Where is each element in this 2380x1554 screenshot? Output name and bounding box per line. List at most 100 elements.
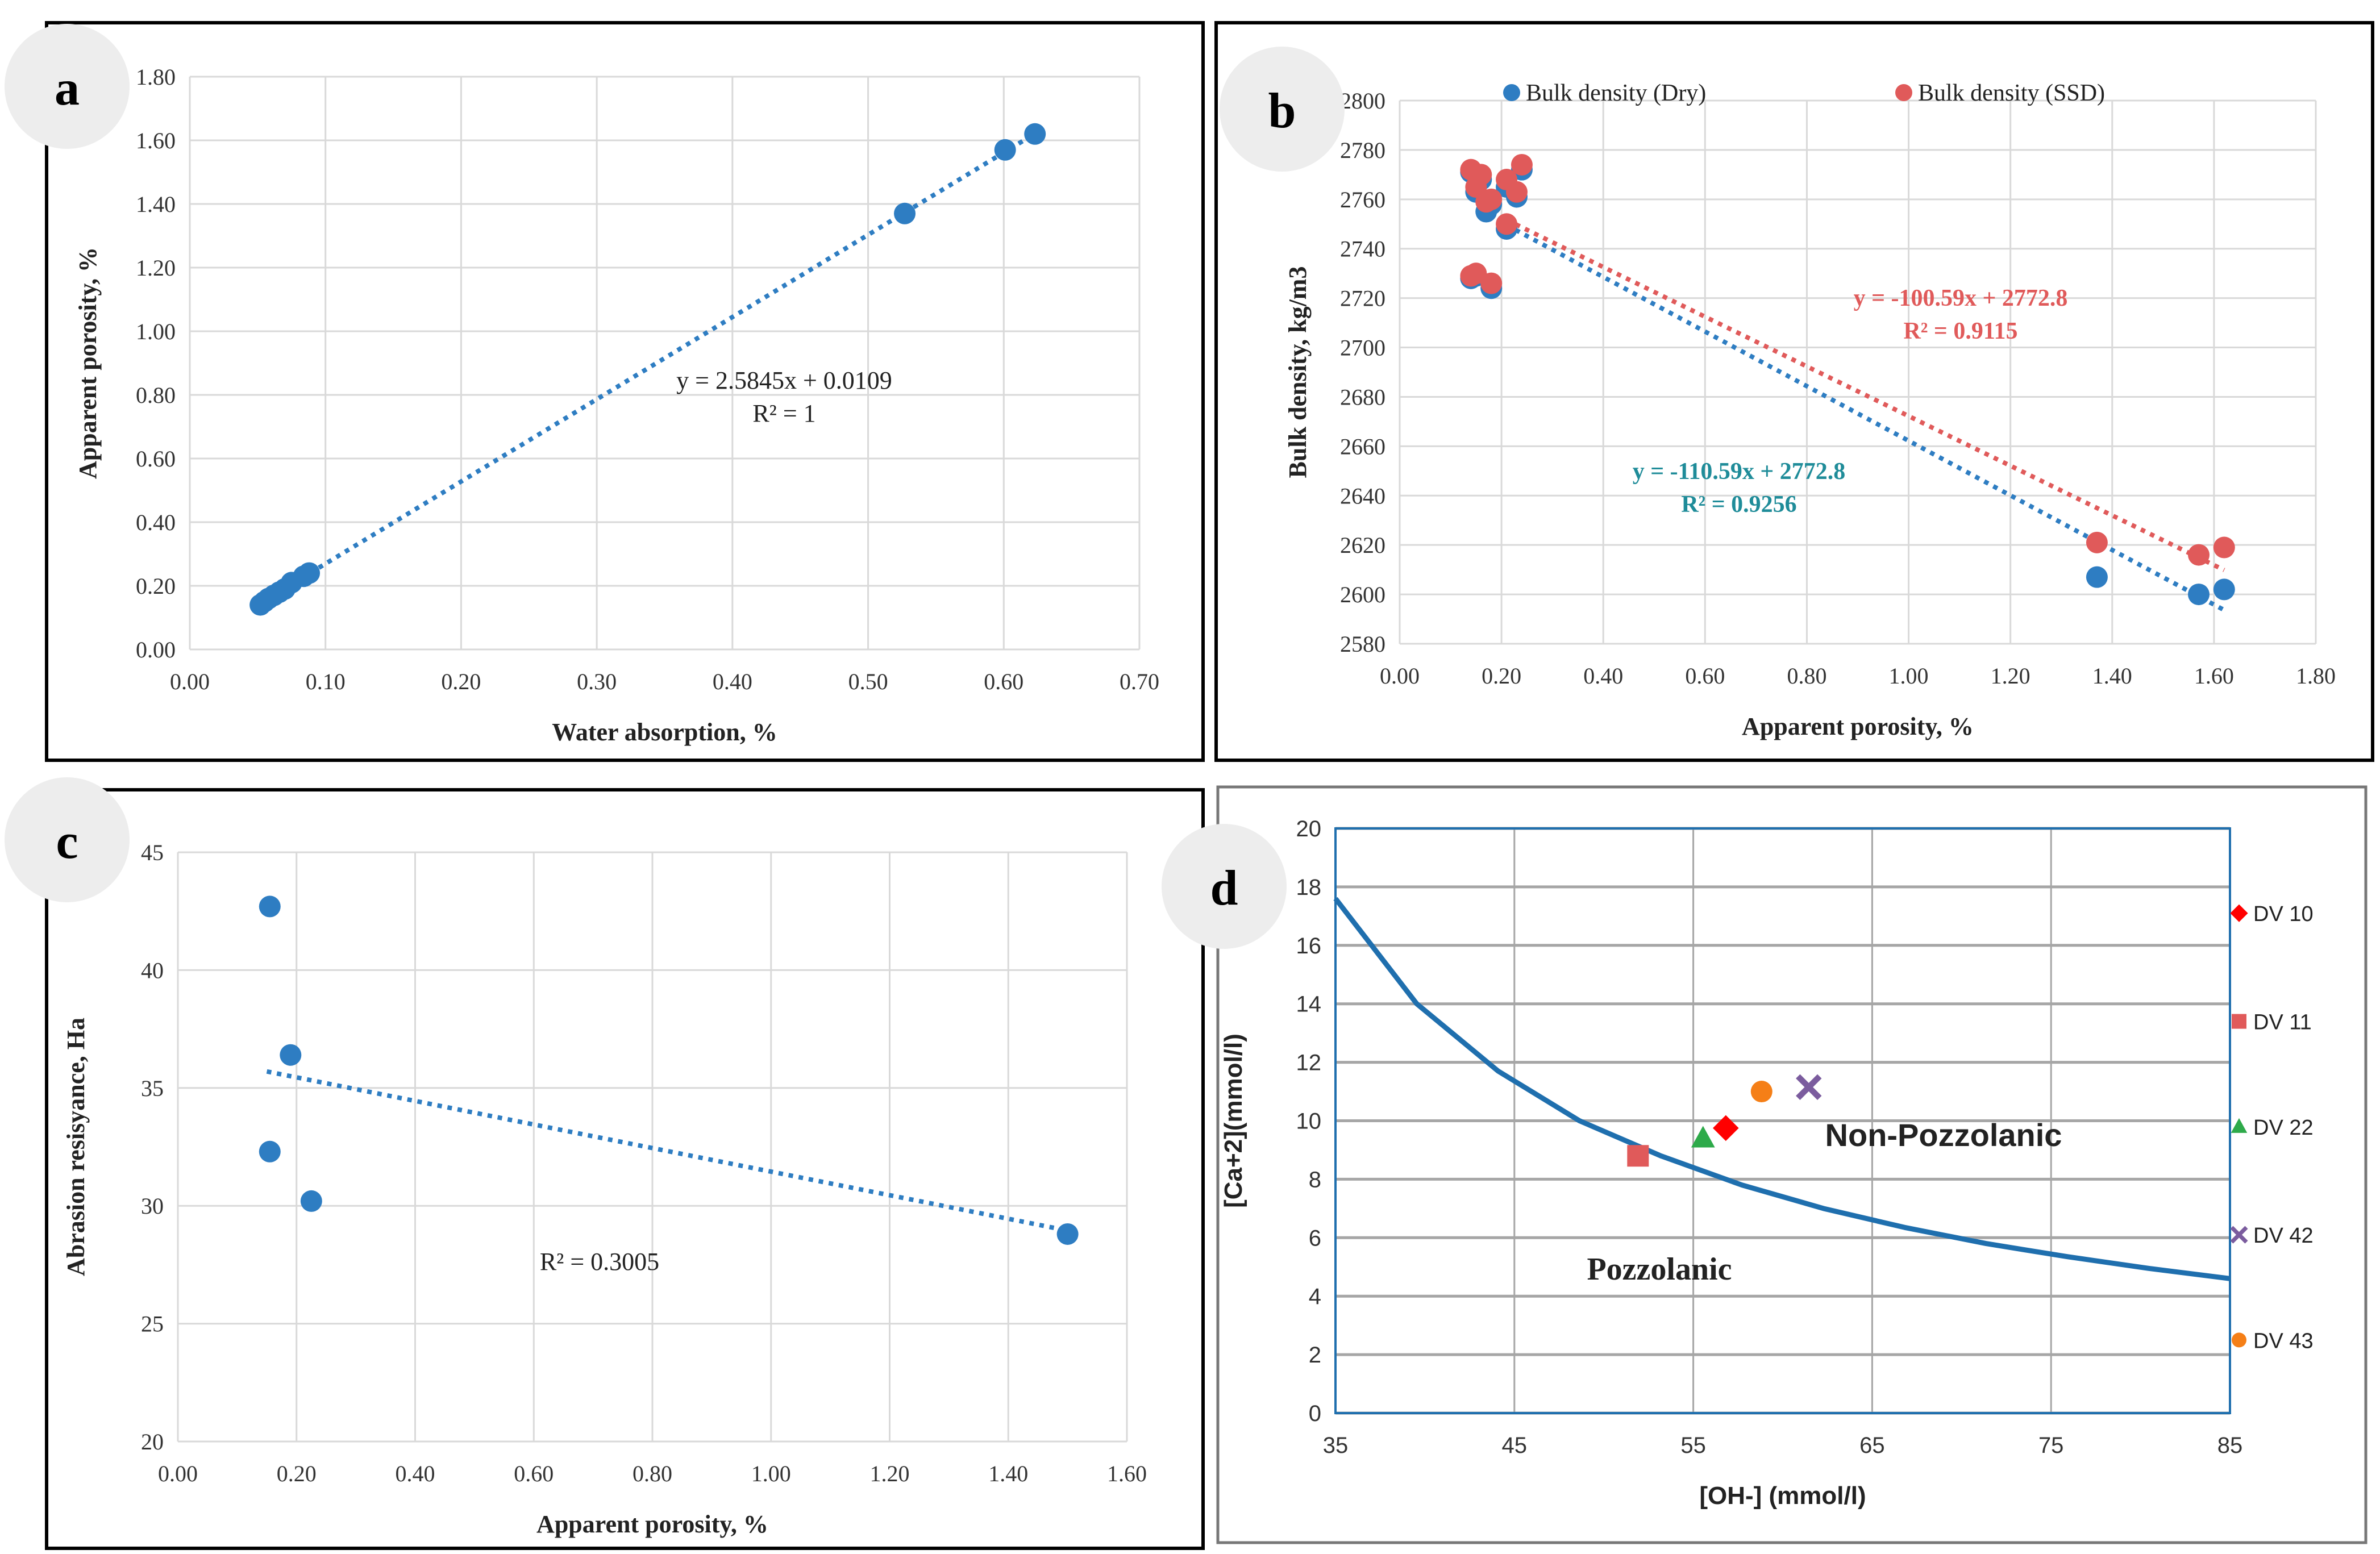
panel-b-badge: b (1220, 47, 1345, 172)
panel-d-badge: d (1162, 824, 1287, 949)
panel-a-r2: R² = 1 (752, 399, 815, 427)
panel-d-label: d (1210, 861, 1238, 916)
panel-b-y-tick-label: 2580 (1340, 631, 1385, 657)
panel-d-legend-marker (2230, 1226, 2248, 1244)
panel-b-label: b (1268, 84, 1296, 139)
panel-c-x-tick-label: 0.20 (277, 1461, 317, 1486)
panel-b-x-tick-label: 1.00 (1889, 663, 1929, 689)
panel-c-y-tick-label: 45 (141, 840, 164, 865)
panel-a-x-tick-label: 0.30 (577, 669, 617, 694)
panel-d-y-tick-label: 14 (1296, 992, 1322, 1017)
panel-d-x-tick-label: 35 (1323, 1433, 1349, 1458)
panel-a-data-point (1024, 123, 1046, 145)
panel-c-data-point (259, 895, 281, 918)
panel-d-legend-marker (2230, 904, 2248, 922)
panel-c-x-axis-title: Apparent porosity, % (536, 1510, 768, 1538)
panel-b-y-tick-label: 2640 (1340, 483, 1385, 509)
panel-a-x-axis-title: Water absorption, % (552, 718, 777, 746)
panel-d-data-point (1691, 1126, 1715, 1148)
panel-d-y-tick-label: 4 (1309, 1284, 1321, 1309)
panel-c-y-axis-title: Abrasion resisyance, Ha (62, 1018, 90, 1276)
panel-a-label: a (55, 61, 80, 116)
panel-d-legend-label: DV 10 (2253, 902, 2314, 926)
panel-d-legend-label: DV 22 (2253, 1116, 2314, 1140)
panel-c-data-point (300, 1190, 322, 1212)
panel-a-equation: y = 2.5845x + 0.0109 (676, 366, 892, 394)
panel-b-data-point (2086, 566, 2108, 588)
panel-c-y-tick-label: 30 (141, 1193, 164, 1219)
panel-a-data-point (298, 562, 321, 584)
panel-a-y-tick-label: 1.80 (136, 64, 176, 90)
panel-d-x-axis-title: [OH-] (mmol/l) (1699, 1482, 1866, 1510)
panel-b-data-point (2086, 531, 2108, 553)
panel-d-frame (1216, 785, 2367, 1544)
panel-a-trendline (256, 130, 1039, 607)
panel-b-x-tick-label: 0.60 (1685, 663, 1725, 689)
panel-b-y-tick-label: 2760 (1340, 187, 1385, 213)
panel-d-x-tick-label: 65 (1859, 1433, 1885, 1458)
panel-c-x-tick-label: 0.40 (396, 1461, 435, 1486)
panel-a-y-tick-label: 1.40 (136, 191, 176, 217)
panel-c-y-tick-label: 35 (141, 1076, 164, 1101)
panel-d-y-axis-title: [Ca+2](mmol/l) (1220, 1034, 1247, 1208)
panel-b-r2: R² = 0.9256 (1681, 491, 1796, 518)
chart-panel-a: 0.00 0.10 0.20 0.30 0.40 0.50 0.60 0.70 0.00 0.20… (74, 64, 1159, 746)
panel-c-trendline (266, 1069, 1068, 1233)
panel-a-data-point (894, 202, 916, 224)
panel-a-x-tick-label: 0.70 (1120, 669, 1159, 694)
panel-d-y-tick-label: 16 (1296, 934, 1322, 959)
panel-b-trendline (1505, 223, 2225, 613)
panel-b-legend-label: Bulk density (Dry) (1526, 80, 1706, 106)
panel-b-data-point (1505, 181, 1528, 203)
panel-d-y-tick-label: 18 (1296, 875, 1322, 900)
panel-d-boundary-curve (1333, 897, 2231, 1281)
panel-b-legend-marker (1895, 84, 1912, 101)
panel-b-y-axis-title: Bulk density, kg/m3 (1284, 266, 1312, 478)
panel-a-x-tick-label: 0.50 (848, 669, 888, 694)
panel-a-y-tick-label: 0.40 (136, 510, 176, 535)
panel-b-y-tick-label: 2680 (1340, 384, 1385, 410)
panel-d-legend-marker (2232, 1014, 2246, 1029)
panel-d-plot-border (1334, 827, 2231, 1414)
panel-a-data-point (994, 139, 1016, 161)
panel-b-y-tick-label: 2700 (1340, 335, 1385, 361)
panel-d-data-point (1796, 1074, 1822, 1101)
panel-b-trendline (1505, 218, 2225, 572)
panel-b-y-tick-label: 2780 (1340, 138, 1385, 163)
panel-b-legend-marker (1503, 84, 1520, 101)
panel-d-y-tick-label: 12 (1296, 1051, 1322, 1076)
panel-b-equation: y = -100.59x + 2772.8 (1854, 285, 2068, 311)
panel-c-y-tick-label: 25 (141, 1311, 164, 1337)
panel-d-x-tick-label: 85 (2217, 1433, 2243, 1458)
panel-a-x-tick-label: 0.20 (441, 669, 481, 694)
panel-b-y-tick-label: 2660 (1340, 434, 1385, 459)
panel-b-x-tick-label: 1.40 (2092, 663, 2132, 689)
panel-d-region-label: Pozzolanic (1587, 1252, 1732, 1287)
panel-d-legend-marker (2231, 1118, 2248, 1133)
panel-c-x-tick-label: 1.60 (1107, 1461, 1147, 1486)
panel-c-x-tick-label: 1.00 (751, 1461, 791, 1486)
panel-b-data-point (2213, 536, 2235, 559)
panel-a-x-tick-label: 0.40 (713, 669, 752, 694)
panel-d-data-point-stroke (1796, 1074, 1822, 1101)
panel-d-y-tick-label: 8 (1309, 1167, 1321, 1192)
panel-a-frame (45, 21, 1205, 762)
panel-b-y-tick-label: 2600 (1340, 582, 1385, 607)
panel-d-legend-label: DV 43 (2253, 1329, 2314, 1353)
panel-a-y-axis-title: Apparent porosity, % (74, 247, 102, 479)
panel-b-y-tick-label: 2720 (1340, 286, 1385, 311)
panel-a-y-tick-label: 0.60 (136, 446, 176, 472)
panel-b-data-point (1480, 188, 1503, 210)
chart-panel-c: 0.00 0.20 0.40 0.60 0.80 1.00 1.20 1.40 1.60 20 25… (62, 840, 1147, 1538)
panel-c-x-tick-label: 1.40 (988, 1461, 1028, 1486)
panel-d-x-tick-label: 55 (1680, 1433, 1706, 1458)
panel-d-x-tick-label: 45 (1502, 1433, 1528, 1458)
panel-a-y-tick-label: 0.00 (136, 637, 176, 663)
panel-d-x-tick-label: 75 (2038, 1433, 2064, 1458)
panel-b-data-point (2213, 578, 2235, 601)
panel-d-legend-label: DV 11 (2253, 1011, 2312, 1035)
panel-b-data-point (1496, 213, 1518, 235)
panel-d-data-point (1750, 1081, 1772, 1103)
panel-b-x-axis-title: Apparent porosity, % (1742, 713, 1974, 740)
panel-b-r2: R² = 0.9115 (1903, 318, 2017, 344)
